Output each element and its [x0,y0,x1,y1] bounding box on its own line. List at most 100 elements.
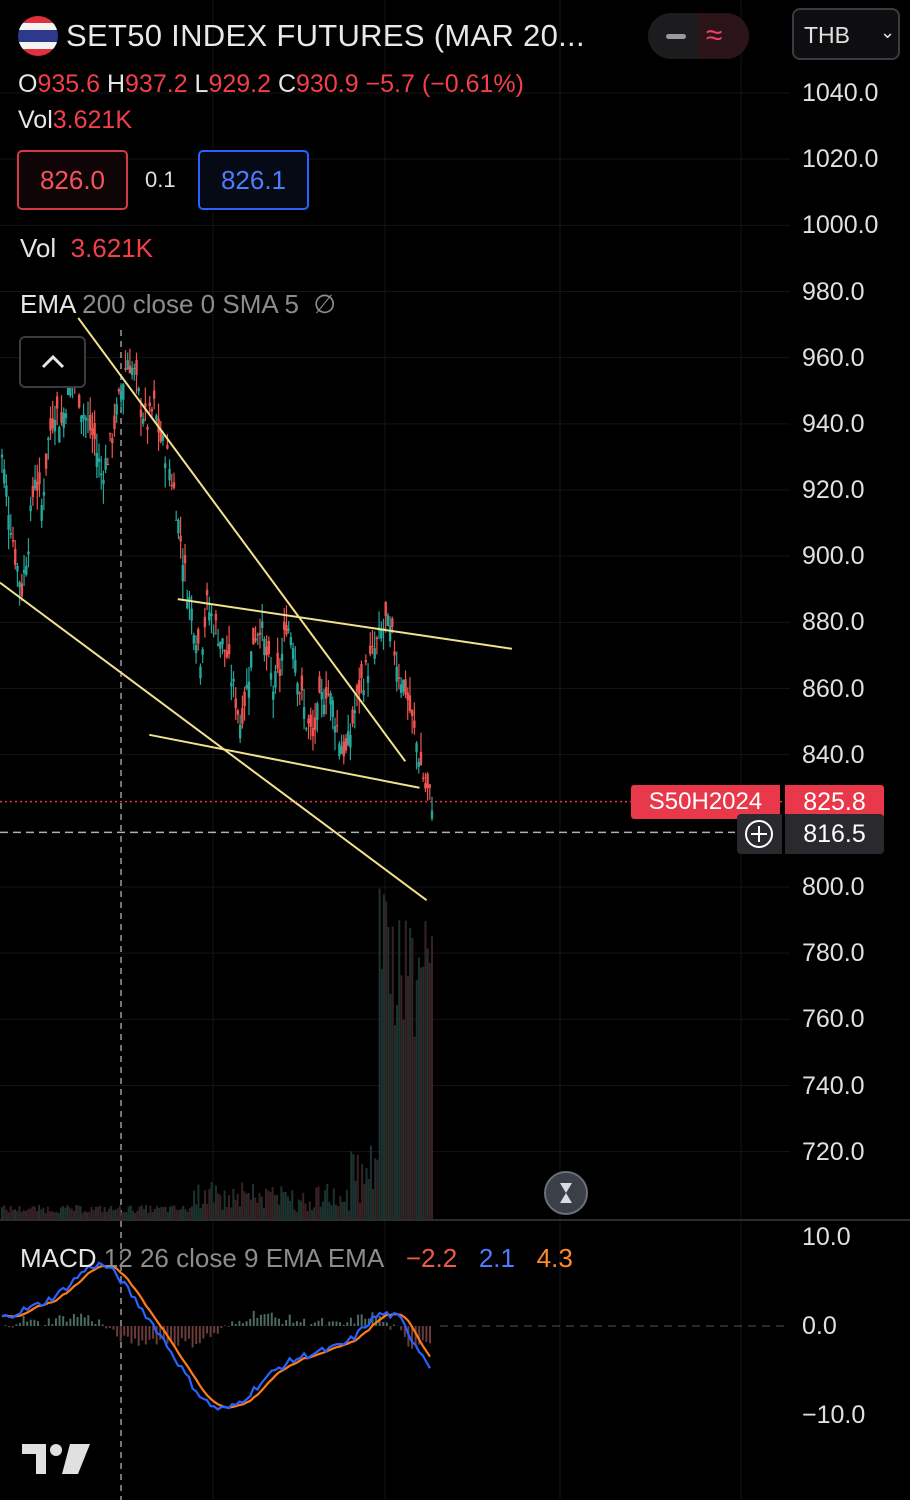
hourglass-icon[interactable] [544,1171,588,1215]
volume-bar [188,1208,191,1219]
candle-body [210,613,213,617]
candle-body [238,724,242,739]
candle-body [313,717,317,730]
volume-bar [337,1206,340,1219]
volume-bar [365,1168,368,1219]
price-tick-label: 740.0 [802,1071,865,1100]
candle-body [289,637,293,646]
volume-bar [214,1185,217,1219]
volume-bar [398,920,401,1219]
macd-legend[interactable]: MACD 12 26 close 9 EMA EMA −2.2 2.1 4.3 [20,1243,573,1273]
candle-body [362,690,365,696]
volume-bar [118,1205,121,1219]
candle-body [272,691,275,700]
volume-bar [385,901,388,1219]
volume-bar [348,1210,351,1219]
candle-body [291,648,295,660]
volume-bar [223,1190,226,1219]
trendline [77,317,407,762]
volume-bar [7,1212,10,1219]
volume-bar [40,1209,43,1219]
collapse-legend-button[interactable] [19,336,86,388]
view-mode-toggle[interactable]: ≈ [648,13,749,59]
volume-bar [29,1208,32,1219]
candle-body [89,414,92,431]
candle-body [175,519,178,521]
candle-body [355,685,359,692]
candle-body [373,648,376,659]
symbol-title[interactable]: SET50 INDEX FUTURES (MAR 20... [66,18,585,53]
candle-body [179,535,182,542]
volume-bar [402,1019,405,1219]
candle-body [106,463,110,465]
volume-bar [271,1187,274,1219]
candle-body [245,684,248,689]
volume-bar [369,1145,372,1219]
volume-bar [9,1206,12,1219]
volume-bar [345,1189,348,1219]
volume-bar [376,1159,379,1219]
candle-body [236,710,240,715]
candle-body [256,634,259,636]
volume-bar [68,1207,71,1219]
volume-bar [70,1208,73,1219]
macd-line [1,1261,431,1411]
volume-bar [193,1190,196,1219]
volume-bar [313,1207,316,1219]
volume-bar [184,1209,187,1219]
candle-body [205,589,209,596]
candle-body [201,649,204,655]
volume-bar [286,1196,289,1219]
candle-body [399,684,403,693]
volume-bar [55,1211,58,1219]
candle-body [342,741,345,757]
buy-button[interactable]: 826.1 [198,150,309,210]
candle-body [430,810,434,819]
volume-bar [374,1158,377,1219]
volume-bar [166,1211,169,1219]
wave-icon[interactable]: ≈ [706,19,723,52]
candle-body [388,625,392,642]
volume-bar [380,968,383,1219]
candle-body [188,596,191,602]
candle-body [197,628,200,644]
volume-bar [125,1212,128,1219]
candle-body [190,608,193,621]
price-tick-label: 940.0 [802,409,865,438]
candle-body [397,677,401,679]
volume-bar [101,1212,104,1219]
candle-body [395,666,398,682]
volume-bar [11,1209,14,1219]
volume-bar [151,1211,154,1219]
close-value: 930.9 [296,70,359,98]
candle-body [150,409,154,412]
candle-body [322,704,326,715]
add-alert-button[interactable] [737,814,782,854]
candle-body [11,540,15,542]
candle-body [18,582,21,588]
volume-bar [343,1201,346,1219]
candle-body [428,784,431,788]
candle-body [351,709,354,724]
volume-bar [280,1186,283,1219]
candle-body [9,533,13,535]
price-tick-label: 1040.0 [802,79,879,107]
candle-body [298,692,301,694]
currency-select[interactable]: THB ⌄ [792,8,900,60]
volume-bar [25,1210,28,1219]
volume-bar [140,1205,143,1219]
volume-indicator-legend[interactable]: Vol 3.621K [20,233,154,263]
volume-bar [256,1202,259,1219]
volume-bar [339,1196,342,1219]
candle-body [47,438,50,441]
ema-indicator-legend[interactable]: EMA 200 close 0 SMA 5 ∅ [20,289,337,319]
minimize-icon[interactable] [666,34,686,39]
macd-tick-label: 0.0 [802,1312,837,1340]
candle-body [375,637,379,639]
candle-body [252,627,255,645]
sell-button[interactable]: 826.0 [17,150,128,210]
candle-body [16,565,19,572]
candle-body [148,402,151,407]
volume-bar [315,1187,318,1219]
